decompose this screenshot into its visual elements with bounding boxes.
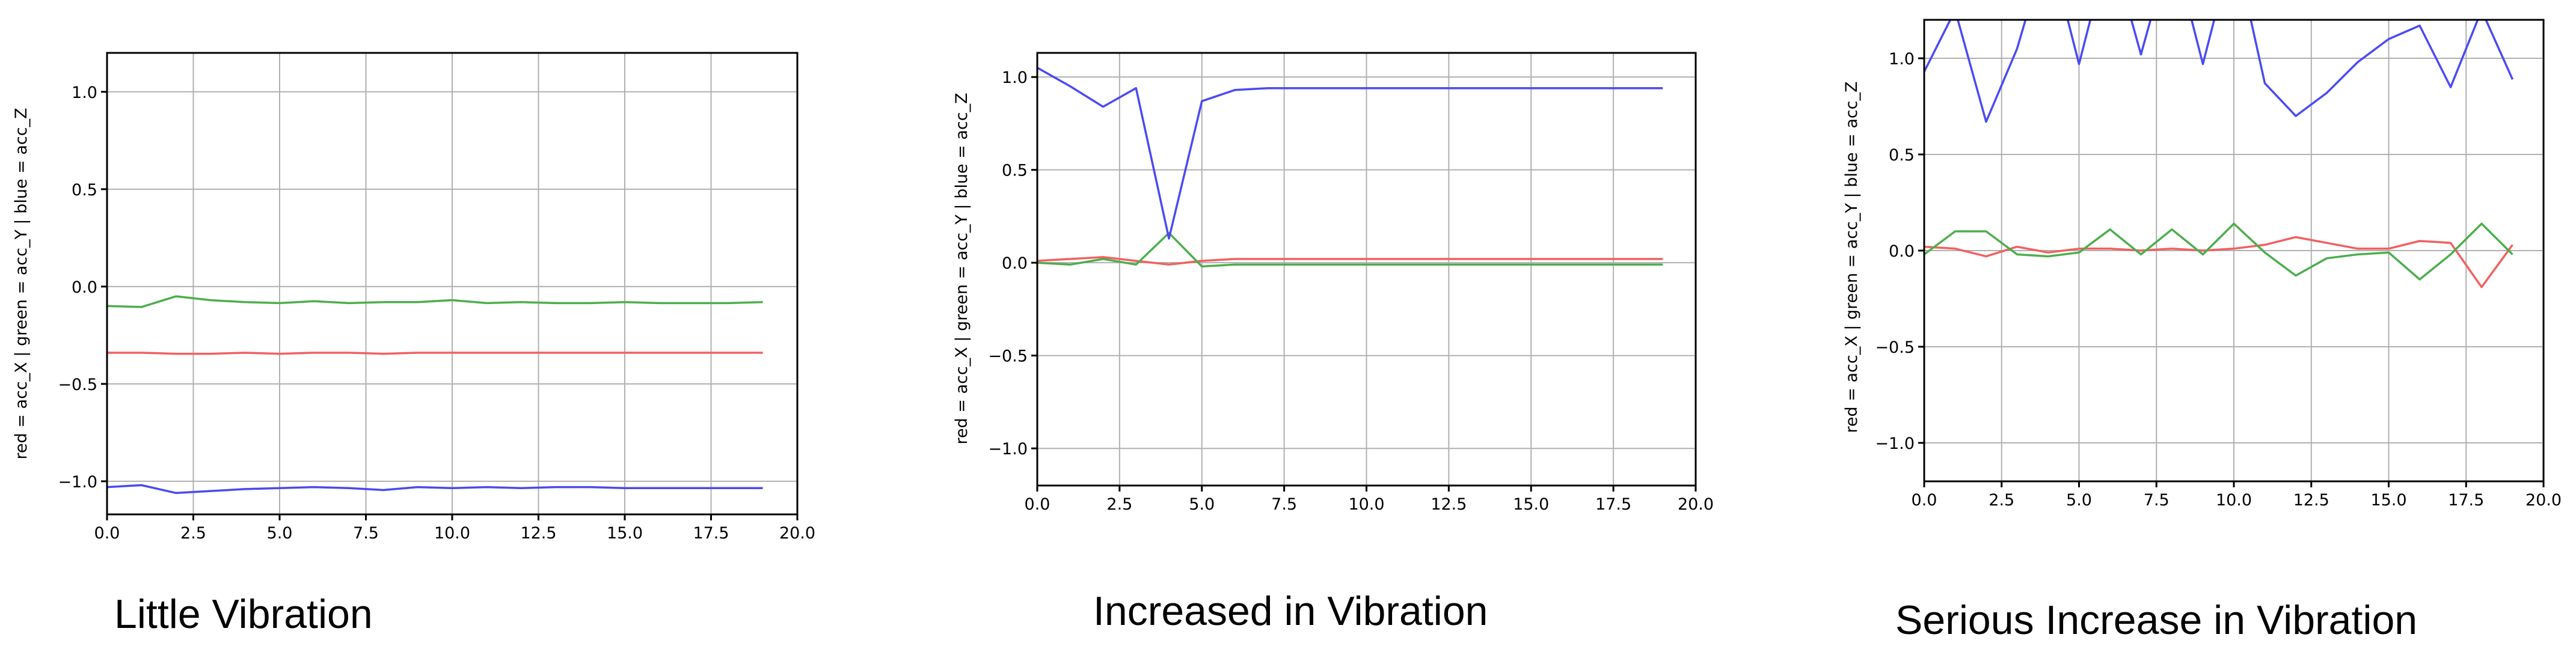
chart-caption: Serious Increase in Vibration (1895, 597, 2417, 643)
series-group (107, 295, 763, 495)
x-tick-label: 5.0 (1189, 495, 1215, 514)
y-tick-label: 0.5 (1889, 146, 1915, 165)
series-line-acc-x (1924, 236, 2513, 288)
chart-panel-little-vibration: red = acc_X | green = acc_Y | blue = acc… (12, 52, 815, 637)
y-tick-label: −1.0 (1875, 434, 1915, 453)
x-tick-label: 17.5 (2448, 491, 2484, 510)
x-tick-label: 20.0 (1678, 495, 1714, 514)
x-tick-label: 15.0 (2370, 491, 2406, 510)
x-tick-label: 10.0 (2216, 491, 2252, 510)
series-group (1037, 67, 1663, 268)
chart-caption: Little Vibration (114, 591, 373, 637)
series-line-acc-z (1037, 67, 1663, 240)
y-tick-label: −1.0 (988, 440, 1028, 458)
y-tick-label: 0.5 (1002, 162, 1028, 180)
y-tick-label: 0.0 (1889, 242, 1915, 261)
series-line-acc-y (1037, 231, 1663, 268)
x-tick-label: 17.5 (1595, 495, 1631, 514)
series-line-acc-z (1924, 20, 2514, 123)
chart-caption: Increased in Vibration (1093, 588, 1488, 634)
x-tick-label: 10.0 (434, 524, 470, 543)
series-group (1924, 20, 2514, 288)
y-tick-label: 0.5 (72, 181, 97, 200)
y-tick-label: 0.0 (1002, 254, 1028, 273)
x-tick-label: 0.0 (1912, 491, 1937, 510)
x-tick-label: 7.5 (2144, 491, 2170, 510)
x-tick-label: 2.5 (180, 524, 206, 543)
x-tick-label: 12.5 (520, 524, 556, 543)
y-tick-label: 1.0 (72, 84, 97, 102)
series-line-acc-x (1037, 256, 1663, 266)
x-tick-label: 0.0 (94, 524, 120, 543)
x-tick-label: 12.5 (2293, 491, 2329, 510)
y-axis-label: red = acc_X | green = acc_Y | blue = acc… (1842, 81, 1861, 433)
x-tick-label: 20.0 (2525, 491, 2562, 510)
y-tick-label: 0.0 (72, 278, 97, 297)
y-axis-label: red = acc_X | green = acc_Y | blue = acc… (12, 108, 31, 459)
series-line-acc-y (1924, 222, 2513, 281)
x-tick-label: 5.0 (267, 524, 293, 543)
y-axis-label: red = acc_X | green = acc_Y | blue = acc… (952, 93, 971, 444)
chart-panel-increased-vibration: red = acc_X | green = acc_Y | blue = acc… (952, 52, 1714, 634)
series-line-acc-z (107, 484, 763, 495)
x-tick-label: 15.0 (607, 524, 643, 543)
series-line-acc-y (107, 295, 763, 308)
x-tick-label: 5.0 (2066, 491, 2092, 510)
series-line-acc-x (107, 352, 763, 355)
x-tick-label: 7.5 (1271, 495, 1297, 514)
x-tick-label: 2.5 (1989, 491, 2014, 510)
y-tick-label: 1.0 (1002, 69, 1028, 87)
y-tick-label: −0.5 (1875, 338, 1915, 357)
x-tick-label: 15.0 (1513, 495, 1549, 514)
x-tick-label: 12.5 (1431, 495, 1467, 514)
x-tick-label: 2.5 (1106, 495, 1132, 514)
x-tick-label: 7.5 (353, 524, 379, 543)
x-tick-label: 17.5 (693, 524, 729, 543)
y-tick-label: −1.0 (58, 473, 97, 492)
x-tick-label: 10.0 (1348, 495, 1384, 514)
x-tick-label: 20.0 (779, 524, 815, 543)
chart-panel-serious-vibration: red = acc_X | green = acc_Y | blue = acc… (1842, 19, 2562, 643)
y-tick-label: −0.5 (58, 376, 97, 394)
y-tick-label: −0.5 (988, 347, 1028, 366)
x-tick-label: 0.0 (1025, 495, 1050, 514)
y-tick-label: 1.0 (1889, 50, 1915, 69)
